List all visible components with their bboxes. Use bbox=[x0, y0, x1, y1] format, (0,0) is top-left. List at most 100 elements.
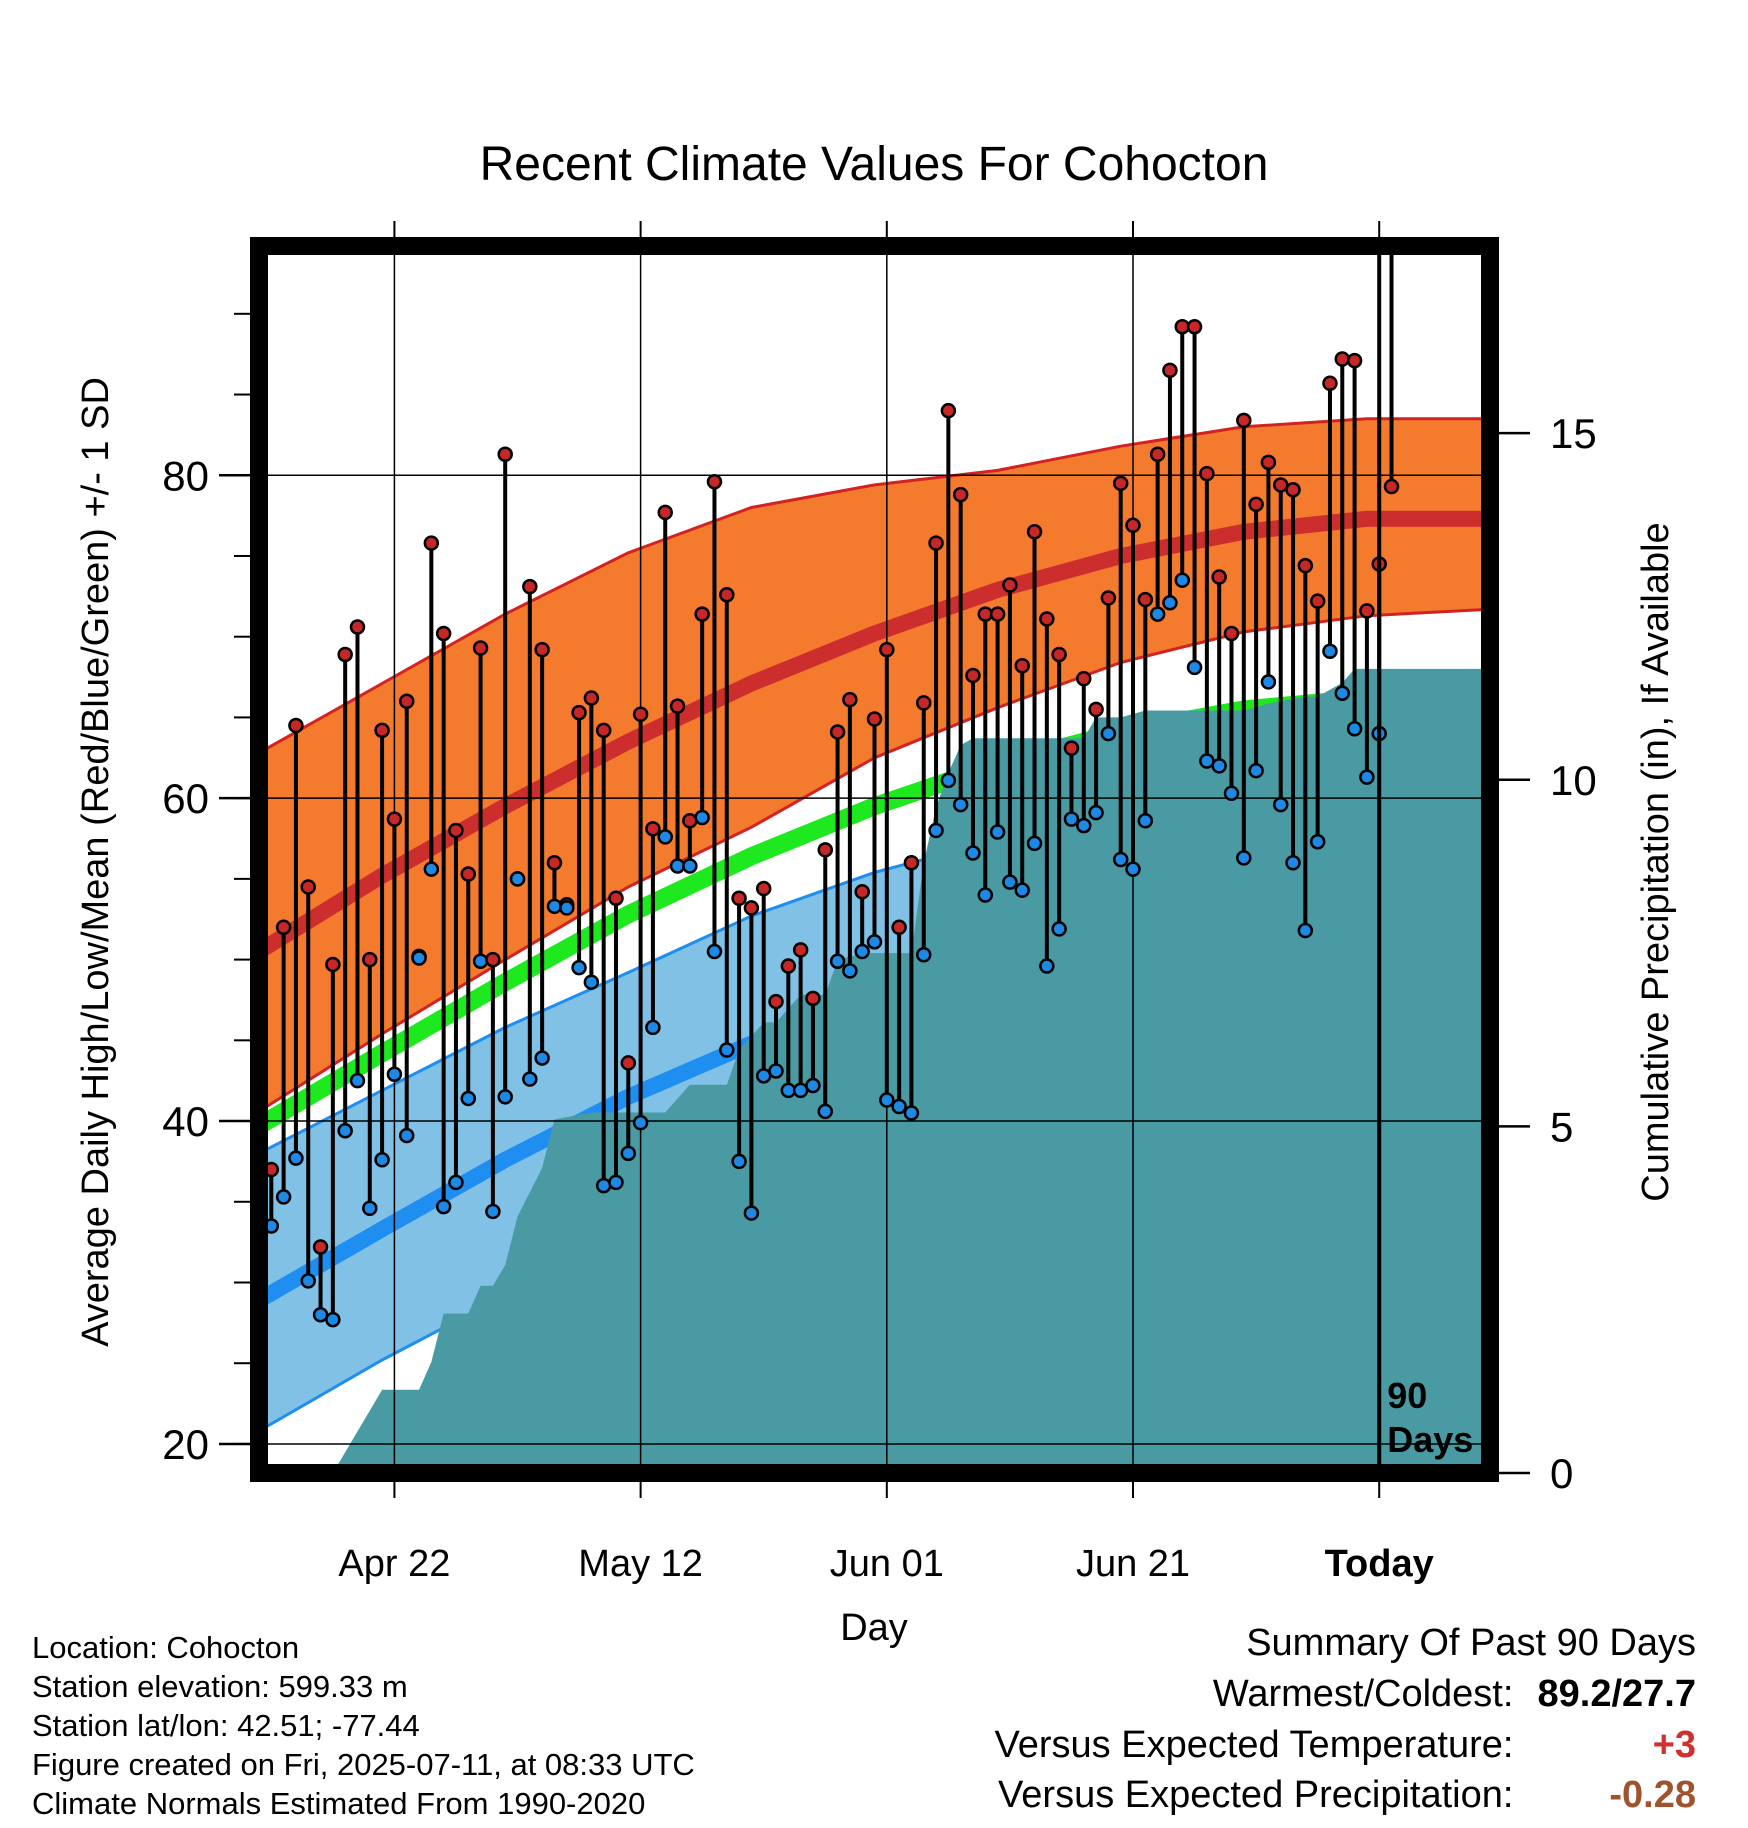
daily-high-point bbox=[952, 486, 969, 503]
daily-low-point bbox=[768, 1063, 784, 1079]
daily-high-point bbox=[1359, 603, 1375, 619]
daily-high-point bbox=[1383, 478, 1400, 495]
plot-area: 90 Days bbox=[259, 0, 1490, 1473]
daily-high-point bbox=[1334, 351, 1351, 367]
daily-high-point bbox=[1162, 362, 1178, 379]
daily-high-point bbox=[928, 535, 944, 551]
daily-high-point bbox=[755, 880, 772, 897]
y-tick-label: 20 bbox=[162, 1421, 209, 1468]
daily-high-point bbox=[472, 640, 489, 656]
y2-tick-label: 0 bbox=[1550, 1450, 1573, 1497]
daily-high-point bbox=[1026, 524, 1043, 540]
daily-low-point bbox=[423, 861, 440, 877]
daily-high-point bbox=[608, 890, 624, 906]
daily-high-point bbox=[706, 473, 723, 490]
y-axis-label: Average Daily High/Low/Mean (Red/Blue/Gr… bbox=[75, 377, 117, 1347]
daily-low-point bbox=[386, 1066, 403, 1082]
daily-low-point bbox=[1236, 850, 1252, 866]
daily-low-point bbox=[842, 963, 858, 979]
temperature-anomaly-label: Versus Expected Temperature: bbox=[994, 1724, 1514, 1766]
daily-low-point bbox=[755, 1068, 772, 1084]
daily-high-point bbox=[1223, 625, 1240, 642]
axes: 20 40 60 80 0 5 10 15 Apr 22 May 12 Jun 01 Jun 21 To… bbox=[162, 221, 1597, 1585]
daily-high-point bbox=[571, 704, 587, 721]
daily-high-point bbox=[1272, 477, 1289, 493]
daily-low-point bbox=[915, 947, 932, 963]
daily-high-point bbox=[1248, 496, 1264, 513]
daily-high-point bbox=[435, 625, 452, 642]
daily-low-point bbox=[1334, 685, 1351, 701]
daily-high-point bbox=[1174, 318, 1190, 335]
summary-warmest-coldest: Warmest/Coldest: 89.2/27.7 bbox=[1213, 1673, 1696, 1716]
daily-range-bars bbox=[269, 246, 1394, 1320]
daily-low-point bbox=[1285, 854, 1301, 871]
x-axis-label: Day bbox=[840, 1607, 908, 1649]
daily-high-point bbox=[731, 890, 747, 906]
info-normals: Climate Normals Estimated From 1990-2020 bbox=[32, 1786, 646, 1821]
daily-low-point bbox=[534, 1050, 550, 1066]
daily-high-point bbox=[1199, 465, 1215, 482]
daily-high-point bbox=[915, 695, 932, 711]
y2-tick-label: 15 bbox=[1550, 410, 1597, 457]
daily-high-point bbox=[1346, 352, 1363, 369]
daily-low-point bbox=[731, 1153, 747, 1170]
daily-high-point bbox=[940, 402, 957, 419]
daily-low-point bbox=[1309, 833, 1326, 850]
daily-low-point bbox=[1346, 720, 1363, 737]
daily-low-point bbox=[805, 1077, 821, 1094]
daily-high-point bbox=[1322, 375, 1338, 391]
daily-high-point bbox=[965, 667, 981, 684]
daily-low-point bbox=[300, 1273, 316, 1289]
daily-low-point bbox=[1260, 674, 1277, 690]
daily-low-point bbox=[817, 1103, 834, 1120]
daily-low-point bbox=[1385, 0, 1398, 7]
daily-low-point bbox=[1211, 758, 1227, 774]
daily-low-point bbox=[1039, 958, 1055, 974]
daily-high-point bbox=[300, 879, 316, 895]
daily-low-point bbox=[1272, 796, 1289, 813]
daily-high-point bbox=[1039, 611, 1055, 627]
daily-high-point bbox=[1100, 590, 1117, 606]
high-plus-sd-edge bbox=[259, 417, 1490, 755]
daily-low-point bbox=[719, 1042, 735, 1058]
x-tick-label: May 12 bbox=[578, 1543, 703, 1585]
daily-low-point bbox=[559, 900, 575, 916]
daily-low-point bbox=[829, 953, 846, 969]
daily-low-point bbox=[608, 1174, 624, 1191]
y-tick-label: 60 bbox=[162, 775, 209, 822]
daily-low-point bbox=[337, 1122, 353, 1139]
daily-high-point bbox=[669, 698, 686, 714]
daily-low-point bbox=[325, 1311, 341, 1328]
daily-high-point bbox=[657, 504, 673, 521]
daily-high-point bbox=[780, 958, 797, 974]
daily-low-point bbox=[1014, 882, 1030, 898]
high-sd-band bbox=[259, 418, 1490, 1112]
daily-low-point bbox=[977, 887, 994, 903]
daily-high-point bbox=[448, 822, 464, 839]
daily-low-point bbox=[275, 1189, 292, 1205]
daily-low-point bbox=[866, 934, 883, 950]
daily-low-point bbox=[620, 1145, 637, 1162]
daily-low-point bbox=[792, 1082, 809, 1099]
daily-high-point bbox=[1063, 740, 1080, 756]
daily-low-point bbox=[669, 858, 686, 874]
cumulative-precipitation-area bbox=[259, 668, 1490, 1473]
warmest-coldest-label: Warmest/Coldest: bbox=[1212, 1673, 1514, 1715]
info-latlon: Station lat/lon: 42.51; -77.44 bbox=[32, 1708, 420, 1743]
daily-high-point bbox=[1236, 412, 1252, 429]
daily-low-point bbox=[952, 796, 969, 813]
daily-high-point bbox=[546, 854, 563, 871]
daily-low-point bbox=[1125, 861, 1141, 877]
daily-low-point bbox=[398, 1127, 415, 1144]
daily-low-point bbox=[411, 950, 427, 966]
daily-high-point bbox=[497, 446, 513, 463]
daily-high-point bbox=[325, 956, 341, 973]
precipitation-anomaly-label: Versus Expected Precipitation: bbox=[998, 1774, 1514, 1816]
daily-low-point bbox=[595, 1177, 612, 1194]
daily-high-point bbox=[903, 854, 920, 871]
daily-low-point bbox=[1100, 725, 1117, 742]
daily-low-point bbox=[497, 1089, 513, 1105]
daily-high-point bbox=[817, 842, 834, 858]
daily-high-point bbox=[1149, 446, 1166, 463]
